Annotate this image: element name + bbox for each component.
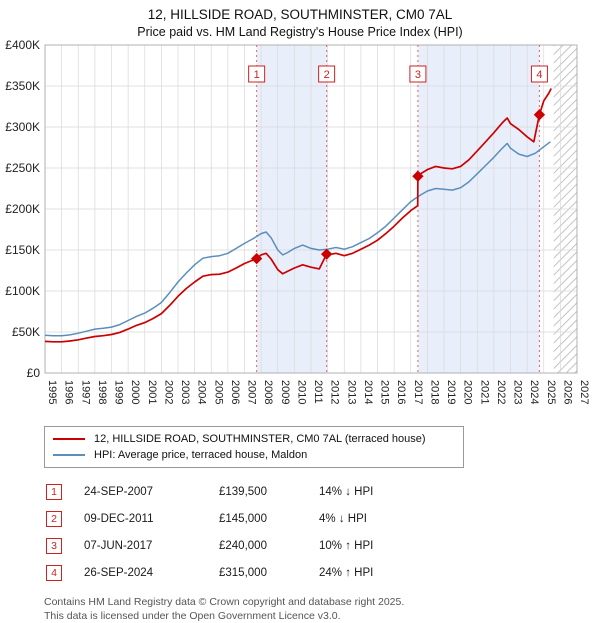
footer-line1: Contains HM Land Registry data © Crown c… [44,596,405,608]
transaction-marker-number: 2 [46,510,62,527]
svg-text:£250K: £250K [5,161,40,175]
legend-label-hpi: HPI: Average price, terraced house, Mald… [94,449,308,461]
svg-text:£200K: £200K [5,202,40,216]
svg-text:2003: 2003 [179,380,191,404]
transaction-hpi-delta: 4% ↓ HPI [319,512,367,525]
svg-text:£0: £0 [27,366,41,380]
svg-text:3: 3 [415,69,421,81]
transaction-marker-number: 1 [46,483,62,500]
svg-text:2009: 2009 [279,380,291,404]
transaction-hpi-delta: 24% ↑ HPI [319,566,374,579]
svg-text:2001: 2001 [146,380,158,404]
svg-text:2004: 2004 [196,380,208,404]
legend-label-property: 12, HILLSIDE ROAD, SOUTHMINSTER, CM0 7AL… [94,433,426,445]
svg-text:£350K: £350K [5,79,40,93]
transaction-hpi-delta: 10% ↑ HPI [319,539,374,552]
svg-text:2011: 2011 [312,380,324,404]
transaction-marker-number: 3 [46,537,62,554]
transaction-hpi-delta: 14% ↓ HPI [319,485,374,498]
svg-text:2025: 2025 [545,380,557,404]
transaction-row: 2 09-DEC-2011 £145,000 4% ↓ HPI [46,505,600,532]
svg-text:2021: 2021 [478,380,490,404]
svg-text:2023: 2023 [512,380,524,404]
svg-text:1996: 1996 [63,380,75,404]
svg-text:2019: 2019 [445,380,457,404]
svg-text:£400K: £400K [5,39,40,52]
svg-text:£100K: £100K [5,284,40,298]
svg-text:1998: 1998 [96,380,108,404]
svg-text:2024: 2024 [528,380,540,404]
svg-text:2006: 2006 [229,380,241,404]
transaction-date: 24-SEP-2007 [84,485,154,498]
license-footer: Contains HM Land Registry data © Crown c… [44,596,600,623]
svg-text:2002: 2002 [162,380,174,404]
transaction-row: 3 07-JUN-2017 £240,000 10% ↑ HPI [46,532,600,559]
legend-item-hpi: HPI: Average price, terraced house, Mald… [53,447,455,463]
svg-text:2015: 2015 [379,380,391,404]
svg-text:2012: 2012 [329,380,341,404]
transaction-price: £145,000 [219,512,267,525]
svg-text:£300K: £300K [5,120,40,134]
chart-header: 12, HILLSIDE ROAD, SOUTHMINSTER, CM0 7AL… [0,0,600,39]
transaction-marker-number: 4 [46,564,62,581]
transaction-price: £240,000 [219,539,267,552]
svg-text:4: 4 [536,69,542,81]
page-title: 12, HILLSIDE ROAD, SOUTHMINSTER, CM0 7AL [147,7,453,22]
svg-text:£150K: £150K [5,243,40,257]
svg-text:2005: 2005 [212,380,224,404]
footer-line2: This data is licensed under the Open Gov… [44,609,341,622]
svg-text:2020: 2020 [462,380,474,404]
transaction-price: £139,500 [219,485,267,498]
svg-text:1997: 1997 [79,380,91,404]
transaction-row: 1 24-SEP-2007 £139,500 14% ↓ HPI [46,478,600,505]
property-line-swatch [53,438,85,440]
price-history-chart: £0 £50K £100K £150K £200K £250K £300K £350K £400… [5,39,590,404]
svg-text:1: 1 [254,69,260,81]
svg-text:2007: 2007 [246,380,258,404]
transaction-price: £315,000 [219,566,267,579]
transaction-date: 07-JUN-2017 [84,539,153,552]
chart-legend: 12, HILLSIDE ROAD, SOUTHMINSTER, CM0 7AL… [44,426,464,468]
svg-text:2027: 2027 [578,380,590,404]
transaction-row: 4 26-SEP-2024 £315,000 24% ↑ HPI [46,559,600,586]
transaction-date: 26-SEP-2024 [84,566,154,579]
transaction-date: 09-DEC-2011 [84,512,154,525]
svg-text:2017: 2017 [412,380,424,404]
svg-text:2014: 2014 [362,380,374,404]
page-subtitle: Price paid vs. HM Land Registry's House … [137,25,463,39]
hpi-line-swatch [53,454,85,456]
svg-text:2018: 2018 [428,380,440,404]
svg-text:2013: 2013 [345,380,357,404]
svg-text:2000: 2000 [129,380,141,404]
svg-text:2026: 2026 [561,380,573,404]
svg-text:£50K: £50K [12,325,40,339]
legend-item-property: 12, HILLSIDE ROAD, SOUTHMINSTER, CM0 7AL… [53,431,455,447]
svg-text:2022: 2022 [495,380,507,404]
svg-text:2: 2 [324,69,330,81]
svg-text:1999: 1999 [113,380,125,404]
svg-text:1995: 1995 [46,380,58,404]
svg-text:2016: 2016 [395,380,407,404]
transaction-list: 1 24-SEP-2007 £139,500 14% ↓ HPI 2 09-DE… [46,478,600,586]
svg-text:2008: 2008 [262,380,274,404]
svg-text:2010: 2010 [295,380,307,404]
